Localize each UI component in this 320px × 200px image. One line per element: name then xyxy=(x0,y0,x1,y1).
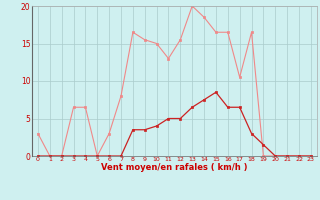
X-axis label: Vent moyen/en rafales ( km/h ): Vent moyen/en rafales ( km/h ) xyxy=(101,163,248,172)
